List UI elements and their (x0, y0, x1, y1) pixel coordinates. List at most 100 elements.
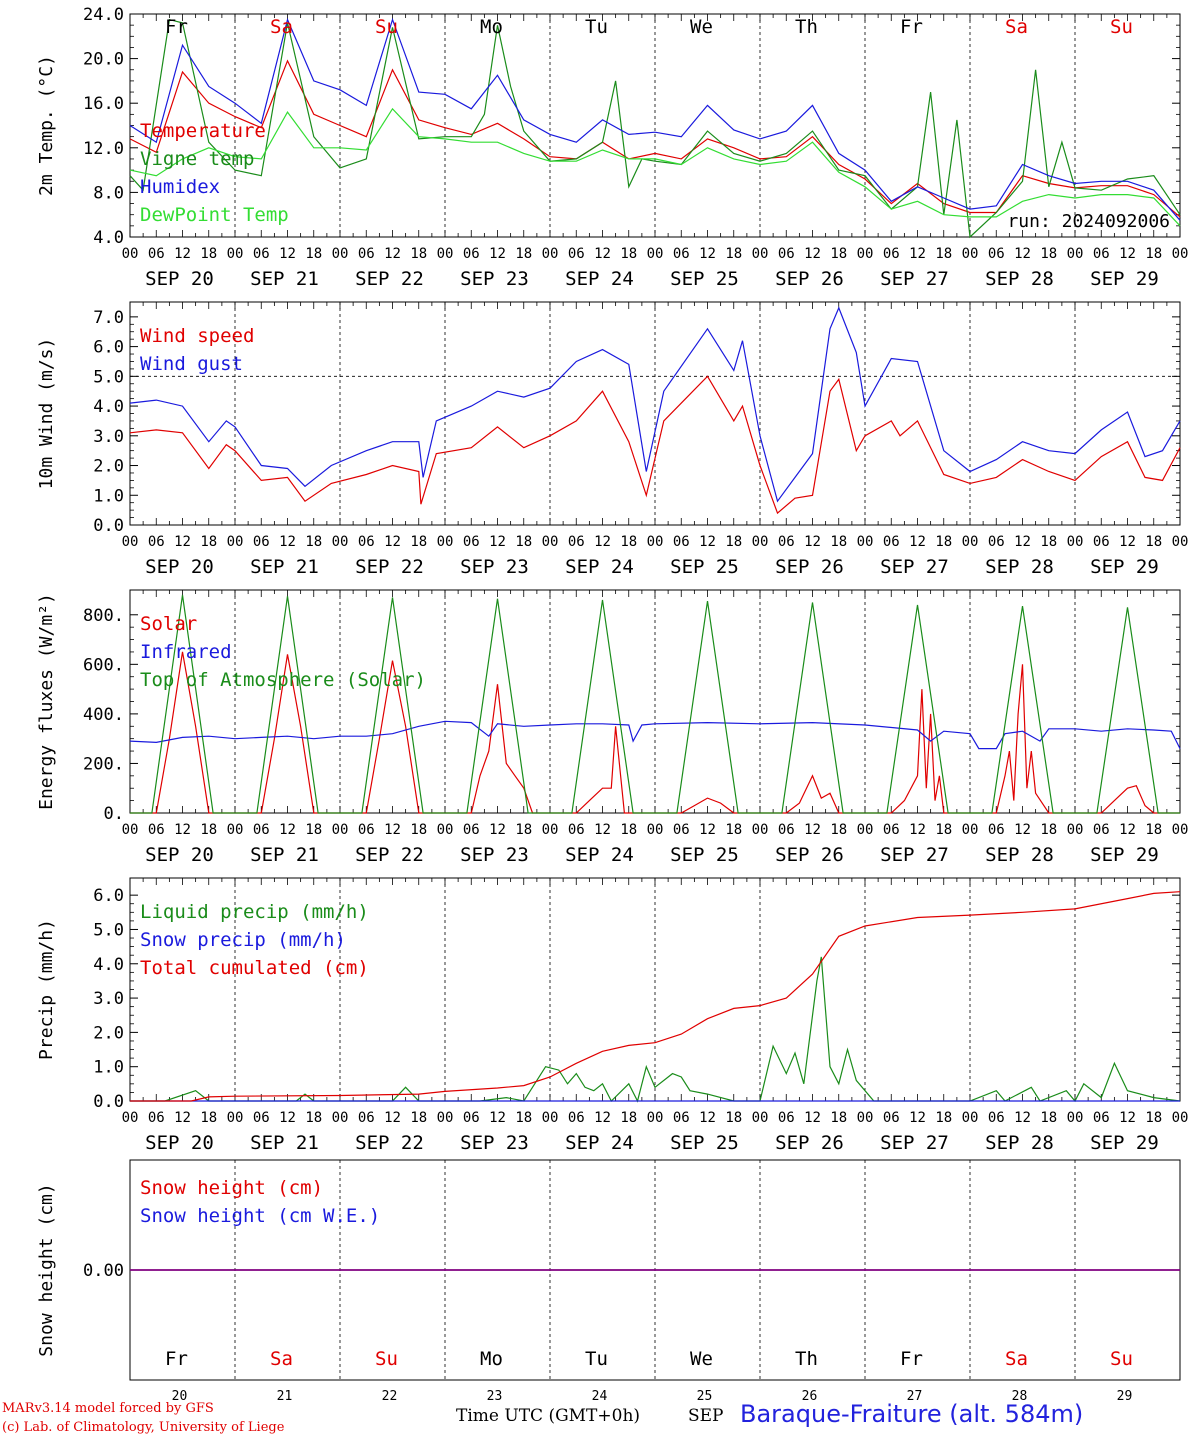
y-axis-label: Snow height (cm) (36, 1183, 57, 1356)
date-label: SEP 28 (985, 268, 1054, 290)
hour-label: 18 (830, 246, 847, 262)
hour-label: 06 (1093, 822, 1110, 838)
hour-label: 18 (620, 534, 637, 550)
lab-credit: (c) Lab. of Climatology, University of L… (2, 1420, 285, 1435)
y-tick-label: 4.0 (93, 397, 124, 417)
date-label: SEP 28 (985, 556, 1054, 578)
hour-label: 00 (1172, 534, 1189, 550)
legend-entry: Wind gust (140, 353, 243, 375)
hour-label: 18 (725, 246, 742, 262)
hour-label: 06 (673, 534, 690, 550)
model-credit: MARv3.14 model forced by GFS (2, 1401, 214, 1416)
series-line-wind-gust (129, 306, 1181, 503)
hour-label: 00 (857, 822, 874, 838)
date-label: SEP 24 (565, 268, 634, 290)
date-label: SEP 29 (1090, 844, 1159, 866)
hour-label: 00 (1172, 246, 1189, 262)
hour-label: 12 (174, 246, 191, 262)
hour-label: 00 (647, 822, 664, 838)
hour-label: 12 (1119, 1110, 1136, 1126)
hour-label: 06 (358, 822, 375, 838)
legend-entry: Snow height (cm W.E.) (140, 1205, 380, 1227)
hour-label: 18 (620, 246, 637, 262)
hour-label: 00 (542, 246, 559, 262)
legend-entry: Wind speed (140, 325, 254, 347)
hour-label: 18 (515, 822, 532, 838)
y-tick-label: 12.0 (83, 139, 124, 159)
hour-label: 00 (332, 246, 349, 262)
legend-entry: Solar (140, 613, 197, 635)
hour-label: 18 (305, 534, 322, 550)
date-label: SEP 29 (1090, 1132, 1159, 1154)
day-number-label: 26 (802, 1389, 818, 1404)
hour-label: 00 (542, 534, 559, 550)
hour-label: 00 (437, 246, 454, 262)
panel-3-frame (129, 589, 1181, 814)
y-tick-label: 6.0 (93, 886, 124, 906)
hour-label: 00 (1067, 534, 1084, 550)
legend-entry: Vigne temp (140, 148, 254, 170)
hour-label: 06 (253, 1110, 270, 1126)
hour-label: 12 (699, 534, 716, 550)
day-number-label: 24 (592, 1389, 608, 1404)
hour-label: 12 (489, 534, 506, 550)
series-line-temperature (129, 59, 1181, 218)
y-tick-label: 800. (83, 606, 124, 626)
hour-label: 00 (437, 534, 454, 550)
hour-label: 00 (542, 1110, 559, 1126)
hour-label: 12 (174, 534, 191, 550)
day-number-label: 20 (172, 1389, 188, 1404)
hour-label: 06 (148, 534, 165, 550)
hour-label: 12 (489, 246, 506, 262)
hour-label: 12 (804, 822, 821, 838)
hour-label: 00 (122, 1110, 139, 1126)
hour-label: 00 (1067, 246, 1084, 262)
date-label: SEP 27 (880, 1132, 949, 1154)
hour-label: 00 (857, 1110, 874, 1126)
hour-label: 12 (1119, 822, 1136, 838)
date-label: SEP 24 (565, 1132, 634, 1154)
date-label: SEP 25 (670, 844, 739, 866)
date-label: SEP 27 (880, 844, 949, 866)
date-label: SEP 23 (460, 268, 529, 290)
weekday-label: Tu (585, 1348, 608, 1370)
hour-label: 12 (1014, 822, 1031, 838)
hour-label: 18 (830, 534, 847, 550)
weekday-label: Fr (900, 16, 923, 38)
y-tick-label: 20.0 (83, 50, 124, 70)
y-tick-label: 400. (83, 705, 124, 725)
series-line-vigne-temp (129, 18, 1181, 239)
series-line-humidex (129, 17, 1181, 221)
hour-label: 12 (1014, 246, 1031, 262)
hour-label: 06 (463, 246, 480, 262)
hour-label: 18 (935, 534, 952, 550)
hour-label: 00 (962, 1110, 979, 1126)
hour-label: 06 (883, 1110, 900, 1126)
y-tick-label: 24.0 (83, 5, 124, 25)
hour-label: 12 (804, 1110, 821, 1126)
weekday-label: Mo (480, 16, 503, 38)
hour-label: 00 (437, 1110, 454, 1126)
hour-label: 18 (410, 822, 427, 838)
weekday-label: Sa (270, 16, 293, 38)
hour-label: 12 (594, 246, 611, 262)
date-label: SEP 23 (460, 844, 529, 866)
hour-label: 00 (1067, 1110, 1084, 1126)
hour-label: 00 (647, 534, 664, 550)
hour-label: 12 (1119, 534, 1136, 550)
hour-label: 00 (752, 1110, 769, 1126)
hour-label: 12 (279, 1110, 296, 1126)
hour-label: 12 (909, 534, 926, 550)
x-axis-month: SEP (688, 1406, 724, 1426)
y-axis-label: 10m Wind (m/s) (36, 338, 57, 490)
hour-label: 18 (935, 246, 952, 262)
hour-label: 00 (227, 822, 244, 838)
hour-label: 06 (253, 534, 270, 550)
hour-label: 00 (1067, 822, 1084, 838)
y-tick-label: 2.0 (93, 457, 124, 477)
date-label: SEP 28 (985, 1132, 1054, 1154)
hour-label: 06 (358, 534, 375, 550)
hour-label: 12 (1119, 246, 1136, 262)
hour-label: 12 (279, 534, 296, 550)
y-tick-label: 3.0 (93, 427, 124, 447)
